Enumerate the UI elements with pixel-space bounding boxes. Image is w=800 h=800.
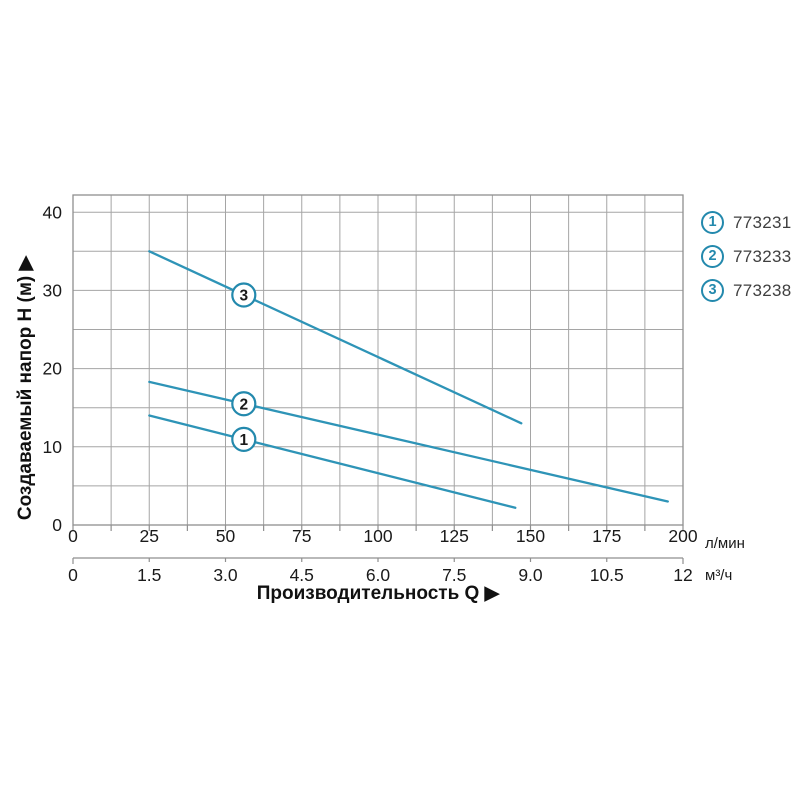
y-axis-tick-label: 40 xyxy=(43,202,63,222)
legend-item: 1 773231 xyxy=(701,211,792,234)
primary-axis-tick-label: 25 xyxy=(140,526,159,546)
y-axis-title: Создаваемый напор H (м) ▶ xyxy=(15,254,36,520)
primary-axis-tick-label: 75 xyxy=(292,526,311,546)
secondary-axis-tick-label: 6.0 xyxy=(366,565,391,585)
y-axis-tick-label: 10 xyxy=(43,437,63,457)
primary-axis-tick-label: 100 xyxy=(363,526,392,546)
secondary-axis-tick-label: 12 xyxy=(673,565,692,585)
series-layer: 1 2 3 xyxy=(148,250,669,509)
legend-part-number: 773238 xyxy=(733,280,792,300)
y-axis-tick-label: 20 xyxy=(43,359,63,379)
secondary-axis-tick-label: 4.5 xyxy=(290,565,314,585)
secondary-unit-label: м³/ч xyxy=(705,567,732,584)
series-badge-3 xyxy=(231,282,257,308)
legend: 1 773231 2 773233 3 773238 xyxy=(701,211,792,313)
series-badge-1 xyxy=(231,426,257,452)
y-axis-tick-label: 0 xyxy=(52,515,62,535)
primary-axis-tick-label: 150 xyxy=(516,526,545,546)
secondary-axis-tick-label: 9.0 xyxy=(518,565,543,585)
x-axis-title: Производительность Q ▶ xyxy=(257,583,501,604)
primary-axis-tick-label: 200 xyxy=(668,526,697,546)
legend-series-badge: 2 xyxy=(701,245,724,268)
legend-item: 3 773238 xyxy=(701,279,792,302)
series-badge-digit: 2 xyxy=(239,396,248,413)
primary-unit-label: л/мин xyxy=(705,535,745,552)
secondary-axis-tick-label: 1.5 xyxy=(137,565,161,585)
series-line-3 xyxy=(148,250,523,425)
series-badge-digit: 3 xyxy=(239,288,248,305)
y-axis-tick-label: 30 xyxy=(43,281,63,301)
legend-part-number: 773233 xyxy=(733,246,792,266)
legend-item: 2 773233 xyxy=(701,245,792,268)
legend-part-number: 773231 xyxy=(733,212,792,232)
primary-axis-tick-label: 175 xyxy=(592,526,621,546)
primary-axis-tick-label: 0 xyxy=(68,526,78,546)
secondary-axis-tick-label: 0 xyxy=(68,565,78,585)
series-line-2 xyxy=(148,380,669,503)
series-badge-2 xyxy=(231,391,257,417)
legend-series-badge: 3 xyxy=(701,279,724,302)
secondary-axis-tick-label: 3.0 xyxy=(213,565,238,585)
secondary-axis-tick-label: 7.5 xyxy=(442,565,466,585)
primary-axis-tick-label: 125 xyxy=(440,526,469,546)
series-badge-digit: 1 xyxy=(239,432,248,449)
grid-layer xyxy=(72,194,684,526)
primary-axis-tick-label: 50 xyxy=(216,526,236,546)
legend-series-badge: 1 xyxy=(701,211,724,234)
secondary-axis-tick-label: 10.5 xyxy=(590,565,624,585)
series-line-1 xyxy=(148,414,517,509)
